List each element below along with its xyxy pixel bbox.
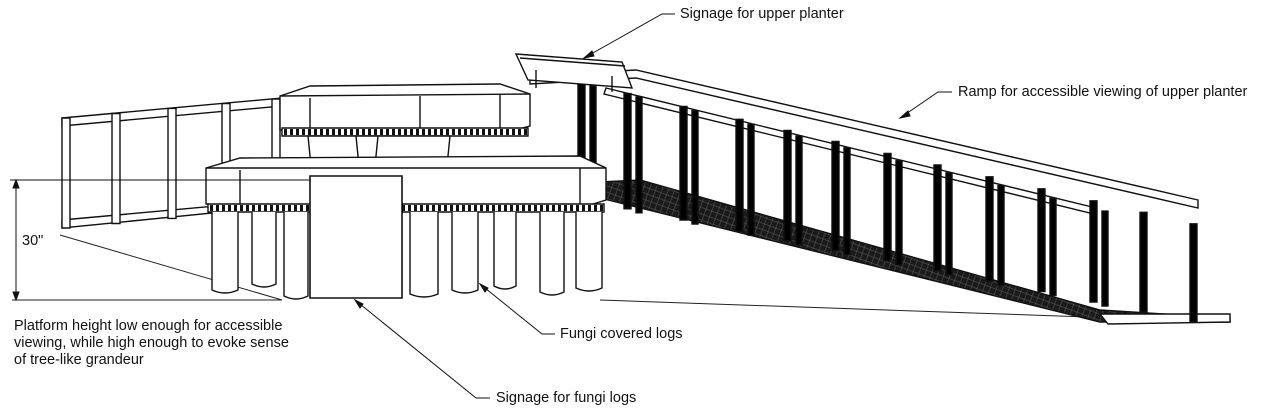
ramp-post-inner [692,111,698,224]
height-dimension [10,180,310,300]
ramp-post-inner [1050,198,1056,295]
fungi-logs [212,212,602,299]
fence-post [168,108,176,218]
upper-planter-sign [516,54,632,92]
upper-planter [280,84,530,176]
platform-height-note: Platform height low enough for accessibl… [14,318,289,368]
leader-lines [355,14,952,398]
fungi-log [410,212,438,297]
fungi-log [576,212,602,291]
ramp [530,70,1230,324]
ramp-post-inner [748,124,754,235]
fungi-logs-label: Fungi covered logs [560,326,683,342]
ramp-post-inner [636,97,642,213]
ramp-post [832,141,839,250]
ramp-post [1090,201,1097,302]
ramp-post-inner [1102,211,1108,306]
ramp-post [736,119,743,231]
ramp-post [884,153,891,260]
fungi-log [452,212,478,293]
ramp-post [1140,212,1147,312]
fungi-log [540,212,564,295]
fungi-sign [310,176,402,298]
ramp-post-inner [946,173,952,275]
fungi-log [494,212,516,289]
ramp-post [934,165,941,271]
fungi-log [252,212,276,287]
fungi-signage-label: Signage for fungi logs [496,390,637,406]
upper-planter-signage-label: Signage for upper planter [680,6,844,22]
ramp-post-inner [844,148,850,255]
fence-post [112,114,120,224]
ramp-post [680,107,687,221]
height-dimension-label: 30" [22,233,44,249]
ramp-label: Ramp for accessible viewing of upper pla… [958,84,1248,100]
ramp-post [624,94,631,209]
ramp-post-inner [796,136,802,245]
ramp-post-inner [896,161,902,265]
fence-post [62,118,70,228]
ramp-post [1038,189,1045,292]
ramp-post [986,177,993,281]
ramp-post [1190,224,1197,322]
ramp-post-inner [998,186,1004,286]
fungi-log [284,212,308,299]
lower-platform [206,156,606,212]
fungi-log [212,212,238,293]
ramp-post [784,130,791,240]
